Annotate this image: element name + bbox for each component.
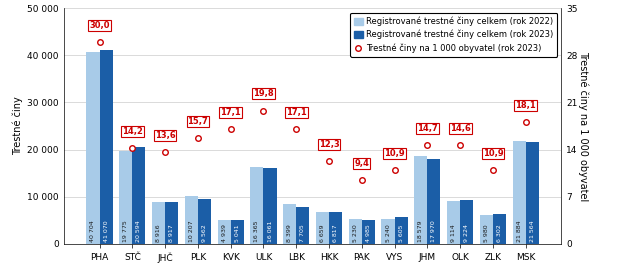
Text: 5 240: 5 240: [385, 225, 390, 242]
Text: 18,1: 18,1: [516, 101, 536, 110]
Text: 13,6: 13,6: [155, 131, 175, 140]
Text: 12,3: 12,3: [318, 140, 339, 149]
Text: 41 070: 41 070: [103, 221, 108, 242]
Bar: [185, 196, 198, 244]
Bar: [447, 201, 460, 244]
Bar: [526, 142, 539, 244]
Bar: [427, 159, 440, 244]
Text: 5 605: 5 605: [399, 225, 404, 242]
Bar: [512, 141, 526, 244]
Bar: [198, 199, 211, 244]
Bar: [86, 52, 100, 244]
Text: 21 884: 21 884: [517, 221, 522, 242]
Text: 30,0: 30,0: [89, 21, 110, 30]
Text: 9,4: 9,4: [354, 159, 369, 168]
Text: 9 562: 9 562: [202, 225, 207, 242]
Text: 5 230: 5 230: [353, 225, 358, 242]
Text: 10,9: 10,9: [384, 149, 405, 158]
Bar: [329, 211, 342, 244]
Text: 15,7: 15,7: [188, 117, 208, 126]
Text: 4 985: 4 985: [366, 225, 371, 242]
Bar: [119, 151, 132, 244]
Text: 16 365: 16 365: [255, 221, 260, 242]
Bar: [414, 156, 427, 244]
Text: 17 970: 17 970: [431, 220, 436, 242]
Text: 17,1: 17,1: [220, 108, 241, 116]
Bar: [362, 220, 375, 244]
Text: 20 594: 20 594: [137, 220, 142, 242]
Text: 19 775: 19 775: [123, 220, 128, 242]
Text: 5 980: 5 980: [484, 225, 489, 242]
Legend: Registrované trestné činy celkem (rok 2022), Registrované trestné činy celkem (r: Registrované trestné činy celkem (rok 20…: [350, 13, 557, 57]
Bar: [100, 50, 113, 244]
Text: 17,1: 17,1: [286, 108, 307, 116]
Bar: [394, 217, 408, 244]
Bar: [132, 147, 145, 244]
Text: 9 114: 9 114: [451, 225, 456, 242]
Bar: [231, 220, 244, 244]
Text: 10,9: 10,9: [482, 149, 503, 158]
Text: 9 224: 9 224: [464, 224, 469, 242]
Bar: [296, 207, 309, 244]
Text: 40 704: 40 704: [91, 220, 96, 242]
Text: 4 939: 4 939: [221, 224, 226, 242]
Text: 6 659: 6 659: [320, 225, 325, 242]
Text: 8 917: 8 917: [169, 225, 174, 242]
Bar: [263, 168, 276, 244]
Text: 5 041: 5 041: [235, 225, 240, 242]
Text: 16 061: 16 061: [267, 221, 272, 242]
Text: 6 302: 6 302: [497, 225, 502, 242]
Text: 14,7: 14,7: [417, 124, 438, 133]
Text: 21 564: 21 564: [530, 221, 535, 242]
Bar: [382, 219, 394, 244]
Bar: [316, 212, 329, 244]
Text: 14,2: 14,2: [122, 127, 143, 136]
Text: 14,6: 14,6: [450, 124, 471, 133]
Bar: [480, 216, 493, 244]
Bar: [283, 204, 296, 244]
Text: 8 916: 8 916: [156, 225, 161, 242]
Text: 6 817: 6 817: [333, 225, 338, 242]
Bar: [349, 219, 362, 244]
Y-axis label: Trestné činy na 1 000 obyvatel: Trestné činy na 1 000 obyvatel: [579, 51, 589, 201]
Bar: [250, 167, 263, 244]
Bar: [165, 202, 178, 244]
Bar: [460, 200, 473, 244]
Text: 19,8: 19,8: [253, 89, 274, 99]
Y-axis label: Trestné činy: Trestné činy: [13, 97, 23, 155]
Text: 8 399: 8 399: [287, 224, 292, 242]
Text: 18 579: 18 579: [419, 221, 423, 242]
Text: 10 207: 10 207: [189, 221, 194, 242]
Text: 7 705: 7 705: [300, 225, 306, 242]
Bar: [218, 220, 231, 244]
Bar: [493, 214, 506, 244]
Bar: [152, 202, 165, 244]
